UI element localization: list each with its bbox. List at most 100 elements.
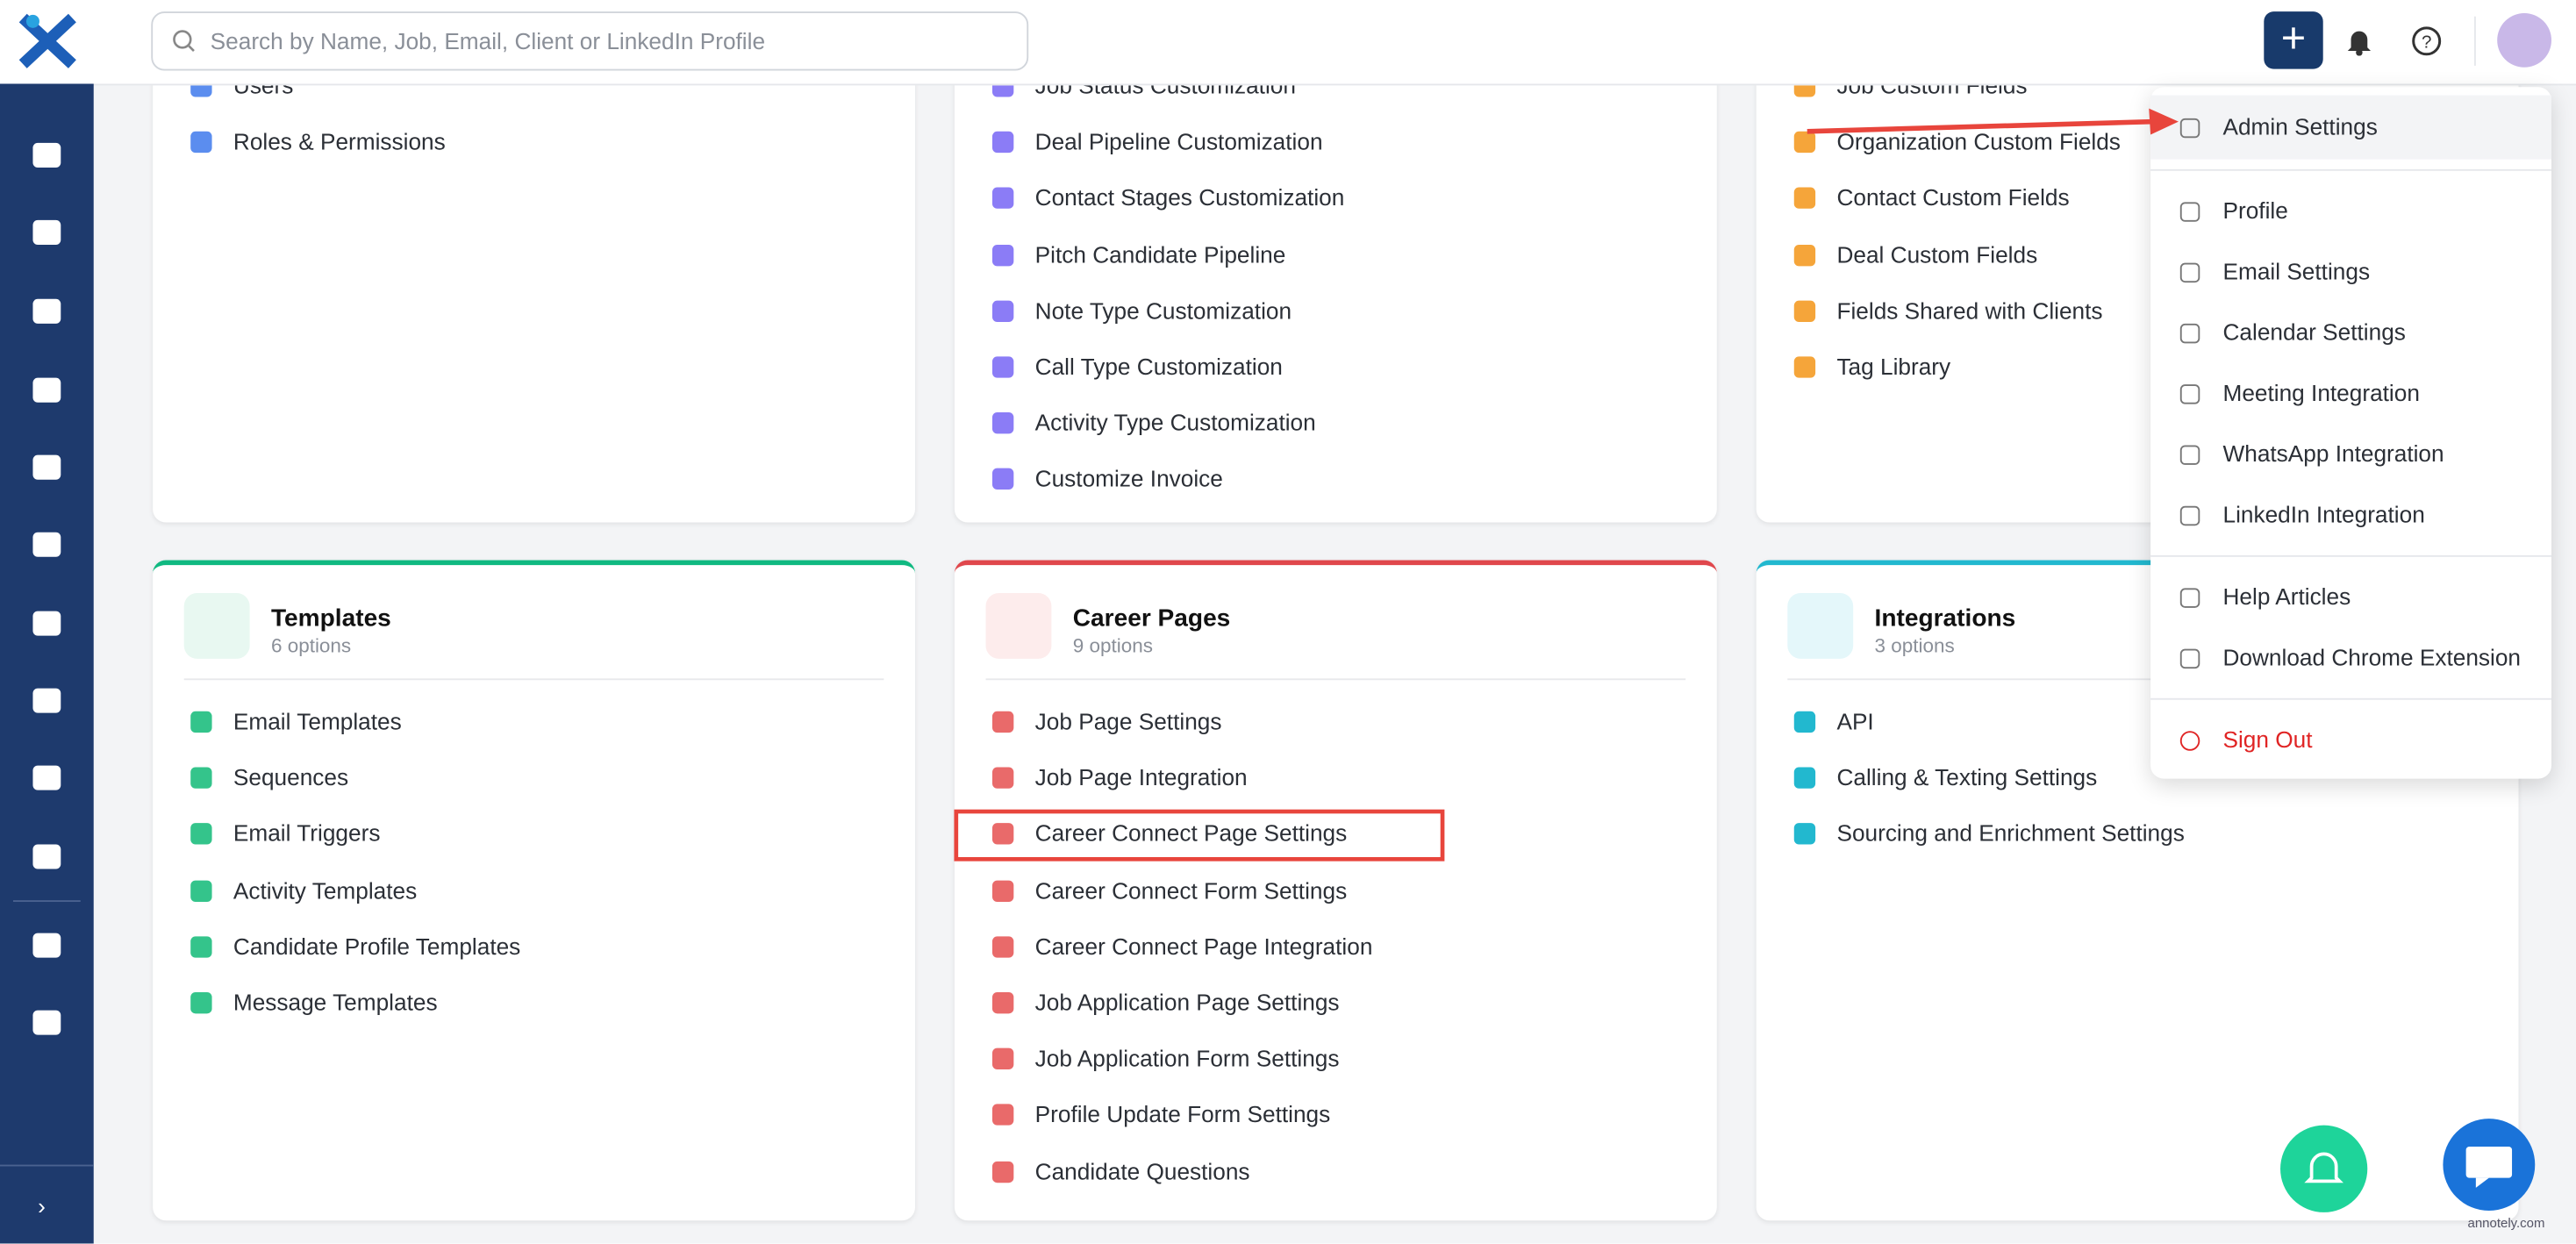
nav-icon[interactable] xyxy=(32,298,61,324)
item-icon xyxy=(1793,823,1816,846)
menu-item[interactable]: Admin Settings xyxy=(2150,95,2551,160)
settings-link[interactable]: Message Templates xyxy=(233,989,438,1016)
settings-link[interactable]: Candidate Questions xyxy=(1034,1157,1250,1184)
menu-item[interactable]: WhatsApp Integration xyxy=(2150,424,2551,484)
menu-icon xyxy=(2179,117,2200,138)
nav-icon[interactable] xyxy=(32,688,61,713)
settings-link[interactable]: Job Page Settings xyxy=(1034,708,1222,735)
settings-link[interactable]: Sequences xyxy=(233,764,349,791)
menu-item[interactable]: Profile xyxy=(2150,181,2551,241)
settings-link[interactable]: API xyxy=(1836,708,1874,735)
item-icon xyxy=(190,935,212,958)
item-icon xyxy=(1793,132,1816,154)
menu-icon xyxy=(2179,587,2200,607)
add-button[interactable]: + xyxy=(2264,11,2323,69)
nav-icon[interactable] xyxy=(32,454,61,480)
nav-icon[interactable] xyxy=(32,611,61,636)
settings-link[interactable]: Customize Invoice xyxy=(1034,465,1223,492)
menu-icon xyxy=(2179,201,2200,221)
settings-link[interactable]: Fields Shared with Clients xyxy=(1836,297,2103,324)
nav-icon[interactable] xyxy=(32,142,61,168)
bell-icon xyxy=(2304,1152,2343,1183)
settings-link[interactable]: Job Application Page Settings xyxy=(1034,989,1340,1016)
help-icon[interactable]: ? xyxy=(2410,25,2443,57)
settings-card: Career Pages 9 options Job Page Settings Jo… xyxy=(954,560,1717,1221)
divider xyxy=(2150,168,2551,171)
item-icon xyxy=(991,132,1014,154)
search-icon xyxy=(173,30,195,52)
settings-link[interactable]: Career Connect Page Settings xyxy=(1034,820,1348,847)
settings-link[interactable]: Organization Custom Fields xyxy=(1836,128,2121,155)
nav-icon[interactable] xyxy=(32,844,61,869)
settings-link[interactable]: Email Triggers xyxy=(233,820,381,847)
menu-item[interactable]: Sign Out xyxy=(2150,710,2551,770)
settings-link[interactable]: Pitch Candidate Pipeline xyxy=(1034,240,1286,268)
item-icon xyxy=(991,412,1014,434)
settings-link[interactable]: Email Templates xyxy=(233,708,402,735)
search-box[interactable]: Search by Name, Job, Email, Client or Li… xyxy=(151,11,1029,71)
settings-link[interactable]: Call Type Customization xyxy=(1034,353,1283,380)
card-subtitle: 9 options xyxy=(1072,633,1153,657)
settings-link[interactable]: Calling & Texting Settings xyxy=(1836,764,2098,791)
menu-item[interactable]: LinkedIn Integration xyxy=(2150,484,2551,545)
menu-icon xyxy=(2179,322,2200,343)
item-icon xyxy=(1793,188,1816,210)
settings-link[interactable]: Job Application Form Settings xyxy=(1034,1045,1340,1072)
settings-link[interactable]: Career Connect Form Settings xyxy=(1034,876,1348,904)
avatar[interactable] xyxy=(2497,12,2551,68)
menu-label: Calendar Settings xyxy=(2222,318,2406,346)
nav-icon[interactable] xyxy=(32,377,61,403)
settings-card: Templates 6 options Email Templates Sequenc… xyxy=(153,560,915,1221)
settings-link[interactable]: Career Connect Page Integration xyxy=(1034,933,1373,960)
expand-button[interactable]: › xyxy=(38,1192,46,1219)
settings-link[interactable]: Candidate Profile Templates xyxy=(233,933,521,960)
settings-link[interactable]: Contact Custom Fields xyxy=(1836,184,2070,211)
settings-link[interactable]: Activity Templates xyxy=(233,876,418,904)
search-placeholder: Search by Name, Job, Email, Client or Li… xyxy=(210,27,766,54)
nav-icon[interactable] xyxy=(32,933,61,958)
item-icon xyxy=(1793,244,1816,266)
menu-item[interactable]: Calendar Settings xyxy=(2150,303,2551,363)
settings-link[interactable]: Deal Pipeline Customization xyxy=(1034,128,1323,155)
item-icon xyxy=(991,711,1014,733)
menu-icon xyxy=(2179,383,2200,404)
notification-fab[interactable] xyxy=(2280,1125,2368,1212)
item-icon xyxy=(991,879,1014,902)
menu-item[interactable]: Download Chrome Extension xyxy=(2150,627,2551,688)
divider xyxy=(0,1164,94,1167)
item-icon xyxy=(190,132,212,154)
item-icon xyxy=(991,244,1014,266)
item-icon xyxy=(1793,711,1816,733)
menu-label: Admin Settings xyxy=(2222,113,2378,140)
divider xyxy=(12,900,81,903)
card-icon xyxy=(1787,592,1854,659)
settings-link[interactable]: Deal Custom Fields xyxy=(1836,240,2038,268)
settings-link[interactable]: Note Type Customization xyxy=(1034,297,1292,324)
settings-link[interactable]: Activity Type Customization xyxy=(1034,409,1316,436)
logo xyxy=(18,13,76,68)
item-icon xyxy=(991,991,1014,1014)
divider xyxy=(2473,16,2476,66)
menu-icon xyxy=(2179,730,2200,750)
menu-item[interactable]: Meeting Integration xyxy=(2150,363,2551,424)
divider xyxy=(2150,697,2551,700)
menu-item[interactable]: Help Articles xyxy=(2150,567,2551,627)
settings-link[interactable]: Contact Stages Customization xyxy=(1034,184,1345,211)
settings-link[interactable]: Roles & Permissions xyxy=(233,128,446,155)
chat-fab[interactable] xyxy=(2443,1119,2536,1212)
settings-link[interactable]: Sourcing and Enrichment Settings xyxy=(1836,820,2185,847)
item-icon xyxy=(1793,767,1816,790)
divider xyxy=(985,678,1686,681)
nav-icon[interactable] xyxy=(32,532,61,557)
svg-text:?: ? xyxy=(2422,32,2431,52)
card-icon xyxy=(183,592,250,659)
nav-icon[interactable] xyxy=(32,219,61,246)
settings-link[interactable]: Tag Library xyxy=(1836,353,1951,380)
nav-icon[interactable] xyxy=(32,765,61,790)
bell-icon[interactable] xyxy=(2346,26,2372,56)
settings-link[interactable]: Job Page Integration xyxy=(1034,764,1248,791)
settings-link[interactable]: Profile Update Form Settings xyxy=(1034,1101,1331,1128)
nav-icon[interactable] xyxy=(32,1010,61,1035)
menu-item[interactable]: Email Settings xyxy=(2150,241,2551,302)
